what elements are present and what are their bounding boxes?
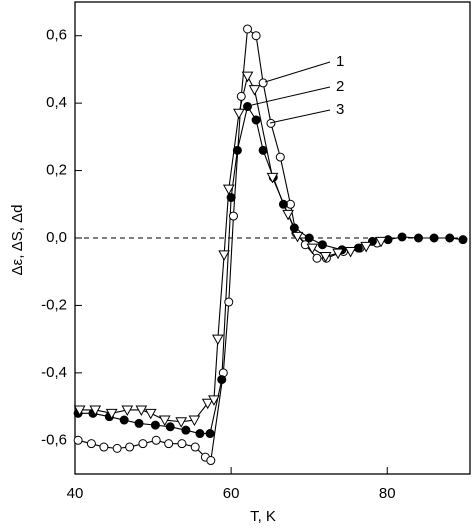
data-point [206, 456, 216, 466]
data-point [134, 418, 144, 428]
data-point [188, 415, 201, 427]
data-point [429, 233, 439, 243]
data-point [165, 422, 175, 432]
data-point [86, 439, 96, 449]
data-point [266, 172, 279, 184]
data-point [278, 199, 288, 209]
data-point [144, 408, 157, 420]
data-point [150, 420, 160, 430]
data-point [208, 395, 220, 406]
data-point [445, 233, 455, 243]
data-point [233, 108, 245, 120]
data-point [266, 118, 276, 128]
data-point [275, 152, 285, 162]
series-line [78, 105, 464, 435]
x-tick-label: 80 [379, 485, 396, 502]
series-label: 2 [336, 78, 344, 95]
data-point [73, 435, 83, 445]
data-point [121, 405, 134, 416]
data-point [251, 31, 261, 41]
data-point [190, 442, 200, 452]
y-tick-label: -0,6 [41, 431, 67, 448]
data-point [175, 417, 188, 428]
x-tick-label: 60 [223, 485, 240, 502]
data-point [344, 246, 357, 258]
data-point [306, 243, 319, 255]
leader-line [264, 61, 331, 83]
data-point [112, 443, 122, 453]
data-point [332, 248, 344, 260]
data-point [151, 435, 161, 445]
data-point [241, 71, 254, 83]
data-point [212, 334, 224, 346]
data-point [158, 415, 171, 427]
data-point [135, 405, 148, 416]
data-point [236, 91, 246, 101]
leader-line [251, 86, 331, 106]
data-point [125, 442, 135, 452]
data-point [304, 233, 314, 243]
x-tick-label: 40 [67, 485, 84, 502]
data-point [224, 297, 234, 307]
series-line [77, 27, 378, 462]
data-point [181, 425, 191, 435]
data-point [258, 78, 268, 88]
data-point [228, 211, 238, 221]
data-point [375, 236, 387, 248]
data-point [317, 240, 327, 250]
y-tick-label: -0,4 [41, 364, 67, 381]
data-point [119, 415, 129, 425]
y-tick-label: 0,0 [46, 229, 67, 246]
data-point [99, 442, 109, 452]
data-point [177, 439, 187, 449]
data-point [232, 145, 242, 155]
y-tick-label: -0,2 [41, 296, 67, 313]
series-label: 3 [336, 101, 344, 118]
data-point [282, 209, 294, 221]
data-point [195, 429, 205, 439]
y-axis-label: Δε, ΔS, Δd [9, 205, 26, 276]
data-point [248, 85, 261, 96]
series-label: 1 [336, 53, 344, 70]
data-point [222, 184, 235, 196]
data-point [73, 405, 86, 416]
data-point [312, 253, 322, 263]
data-point [243, 24, 253, 34]
data-point [138, 439, 148, 449]
data-point [89, 405, 102, 416]
data-point [360, 241, 373, 253]
data-point [164, 439, 174, 449]
data-point [251, 115, 261, 125]
data-point [458, 235, 468, 245]
data-point [397, 232, 407, 242]
y-tick-label: 0,4 [46, 94, 67, 111]
y-tick-label: 0,2 [46, 162, 67, 179]
data-point [105, 408, 118, 420]
data-point [243, 102, 253, 112]
leader-line [269, 109, 331, 124]
data-point [291, 231, 304, 243]
data-point [258, 145, 268, 155]
data-point [218, 250, 230, 261]
y-tick-label: 0,6 [46, 27, 67, 44]
data-point [413, 233, 423, 243]
data-point [201, 398, 214, 410]
data-point [217, 375, 227, 385]
data-point [226, 193, 236, 203]
data-point [205, 429, 215, 439]
data-point [289, 223, 299, 233]
x-axis-label: T, K [250, 508, 276, 525]
data-point [319, 252, 332, 263]
